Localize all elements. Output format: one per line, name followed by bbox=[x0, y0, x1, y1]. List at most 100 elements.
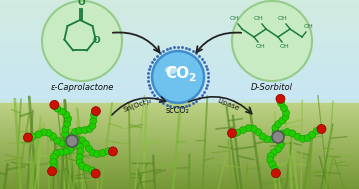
Circle shape bbox=[89, 149, 96, 156]
Circle shape bbox=[92, 170, 99, 177]
Circle shape bbox=[69, 138, 75, 145]
Circle shape bbox=[77, 148, 84, 155]
Circle shape bbox=[272, 131, 284, 143]
Circle shape bbox=[275, 146, 281, 153]
Bar bbox=[0, 70, 359, 71]
Bar bbox=[0, 95, 359, 96]
Bar bbox=[0, 10, 359, 11]
Bar bbox=[0, 76, 359, 77]
Bar bbox=[0, 97, 359, 98]
Circle shape bbox=[275, 133, 281, 140]
Circle shape bbox=[283, 109, 289, 116]
Bar bbox=[0, 115, 359, 116]
Circle shape bbox=[62, 148, 69, 155]
Circle shape bbox=[304, 135, 311, 142]
Circle shape bbox=[57, 149, 64, 156]
Bar bbox=[0, 40, 359, 41]
Bar bbox=[0, 137, 359, 138]
Bar bbox=[0, 21, 359, 22]
Bar bbox=[0, 75, 359, 76]
Bar bbox=[0, 130, 359, 131]
Bar bbox=[0, 38, 359, 39]
Bar bbox=[0, 114, 359, 115]
Text: OH: OH bbox=[256, 44, 266, 50]
Circle shape bbox=[228, 129, 237, 138]
Circle shape bbox=[279, 117, 286, 124]
Text: OH: OH bbox=[280, 44, 290, 50]
Bar bbox=[0, 8, 359, 9]
Bar bbox=[0, 143, 359, 144]
Circle shape bbox=[267, 153, 274, 160]
Bar bbox=[0, 25, 359, 26]
Circle shape bbox=[69, 138, 75, 145]
Circle shape bbox=[62, 126, 69, 133]
Circle shape bbox=[54, 105, 61, 112]
Circle shape bbox=[82, 140, 89, 147]
Bar bbox=[0, 126, 359, 127]
Bar bbox=[0, 71, 359, 72]
Circle shape bbox=[245, 125, 252, 132]
Bar bbox=[0, 31, 359, 32]
Bar bbox=[0, 65, 359, 66]
Circle shape bbox=[277, 142, 284, 149]
Ellipse shape bbox=[165, 66, 177, 74]
Bar bbox=[0, 13, 359, 14]
Text: CO: CO bbox=[165, 66, 189, 81]
Bar bbox=[0, 4, 359, 5]
Bar bbox=[0, 66, 359, 67]
Bar bbox=[0, 89, 359, 90]
Circle shape bbox=[66, 135, 78, 147]
Bar bbox=[0, 35, 359, 36]
Bar bbox=[0, 151, 359, 152]
Bar bbox=[0, 45, 359, 46]
Circle shape bbox=[64, 120, 71, 127]
Bar bbox=[0, 91, 359, 92]
Circle shape bbox=[23, 133, 32, 142]
Bar bbox=[0, 175, 359, 176]
Circle shape bbox=[69, 138, 75, 145]
Circle shape bbox=[85, 145, 93, 152]
Bar bbox=[0, 152, 359, 153]
Bar bbox=[0, 131, 359, 132]
Bar bbox=[0, 128, 359, 129]
Bar bbox=[0, 22, 359, 23]
Bar bbox=[0, 0, 359, 1]
Circle shape bbox=[65, 115, 71, 122]
Circle shape bbox=[50, 153, 57, 160]
Circle shape bbox=[74, 140, 80, 147]
Bar bbox=[0, 166, 359, 167]
Bar bbox=[0, 172, 359, 173]
Bar bbox=[0, 51, 359, 52]
Bar bbox=[0, 105, 359, 106]
Circle shape bbox=[275, 133, 281, 140]
Circle shape bbox=[63, 111, 70, 118]
Bar bbox=[0, 120, 359, 121]
Bar bbox=[0, 17, 359, 18]
Bar bbox=[0, 80, 359, 81]
Circle shape bbox=[317, 125, 326, 133]
Circle shape bbox=[232, 1, 312, 81]
Circle shape bbox=[270, 149, 277, 156]
Bar bbox=[0, 149, 359, 150]
Bar bbox=[0, 99, 359, 189]
Bar bbox=[0, 103, 359, 104]
Bar bbox=[0, 122, 359, 123]
Circle shape bbox=[69, 138, 75, 145]
Circle shape bbox=[29, 133, 37, 140]
Circle shape bbox=[108, 147, 117, 156]
Bar bbox=[0, 87, 359, 88]
Bar bbox=[0, 165, 359, 166]
Circle shape bbox=[271, 169, 280, 178]
Bar bbox=[0, 67, 359, 68]
Bar bbox=[0, 121, 359, 122]
Bar bbox=[0, 47, 359, 48]
Bar bbox=[0, 23, 359, 24]
Bar bbox=[0, 135, 359, 136]
Circle shape bbox=[48, 167, 57, 176]
Circle shape bbox=[318, 125, 325, 132]
Circle shape bbox=[81, 127, 88, 134]
Circle shape bbox=[91, 169, 100, 178]
Bar bbox=[0, 41, 359, 42]
Bar bbox=[0, 93, 359, 94]
Bar bbox=[0, 171, 359, 172]
